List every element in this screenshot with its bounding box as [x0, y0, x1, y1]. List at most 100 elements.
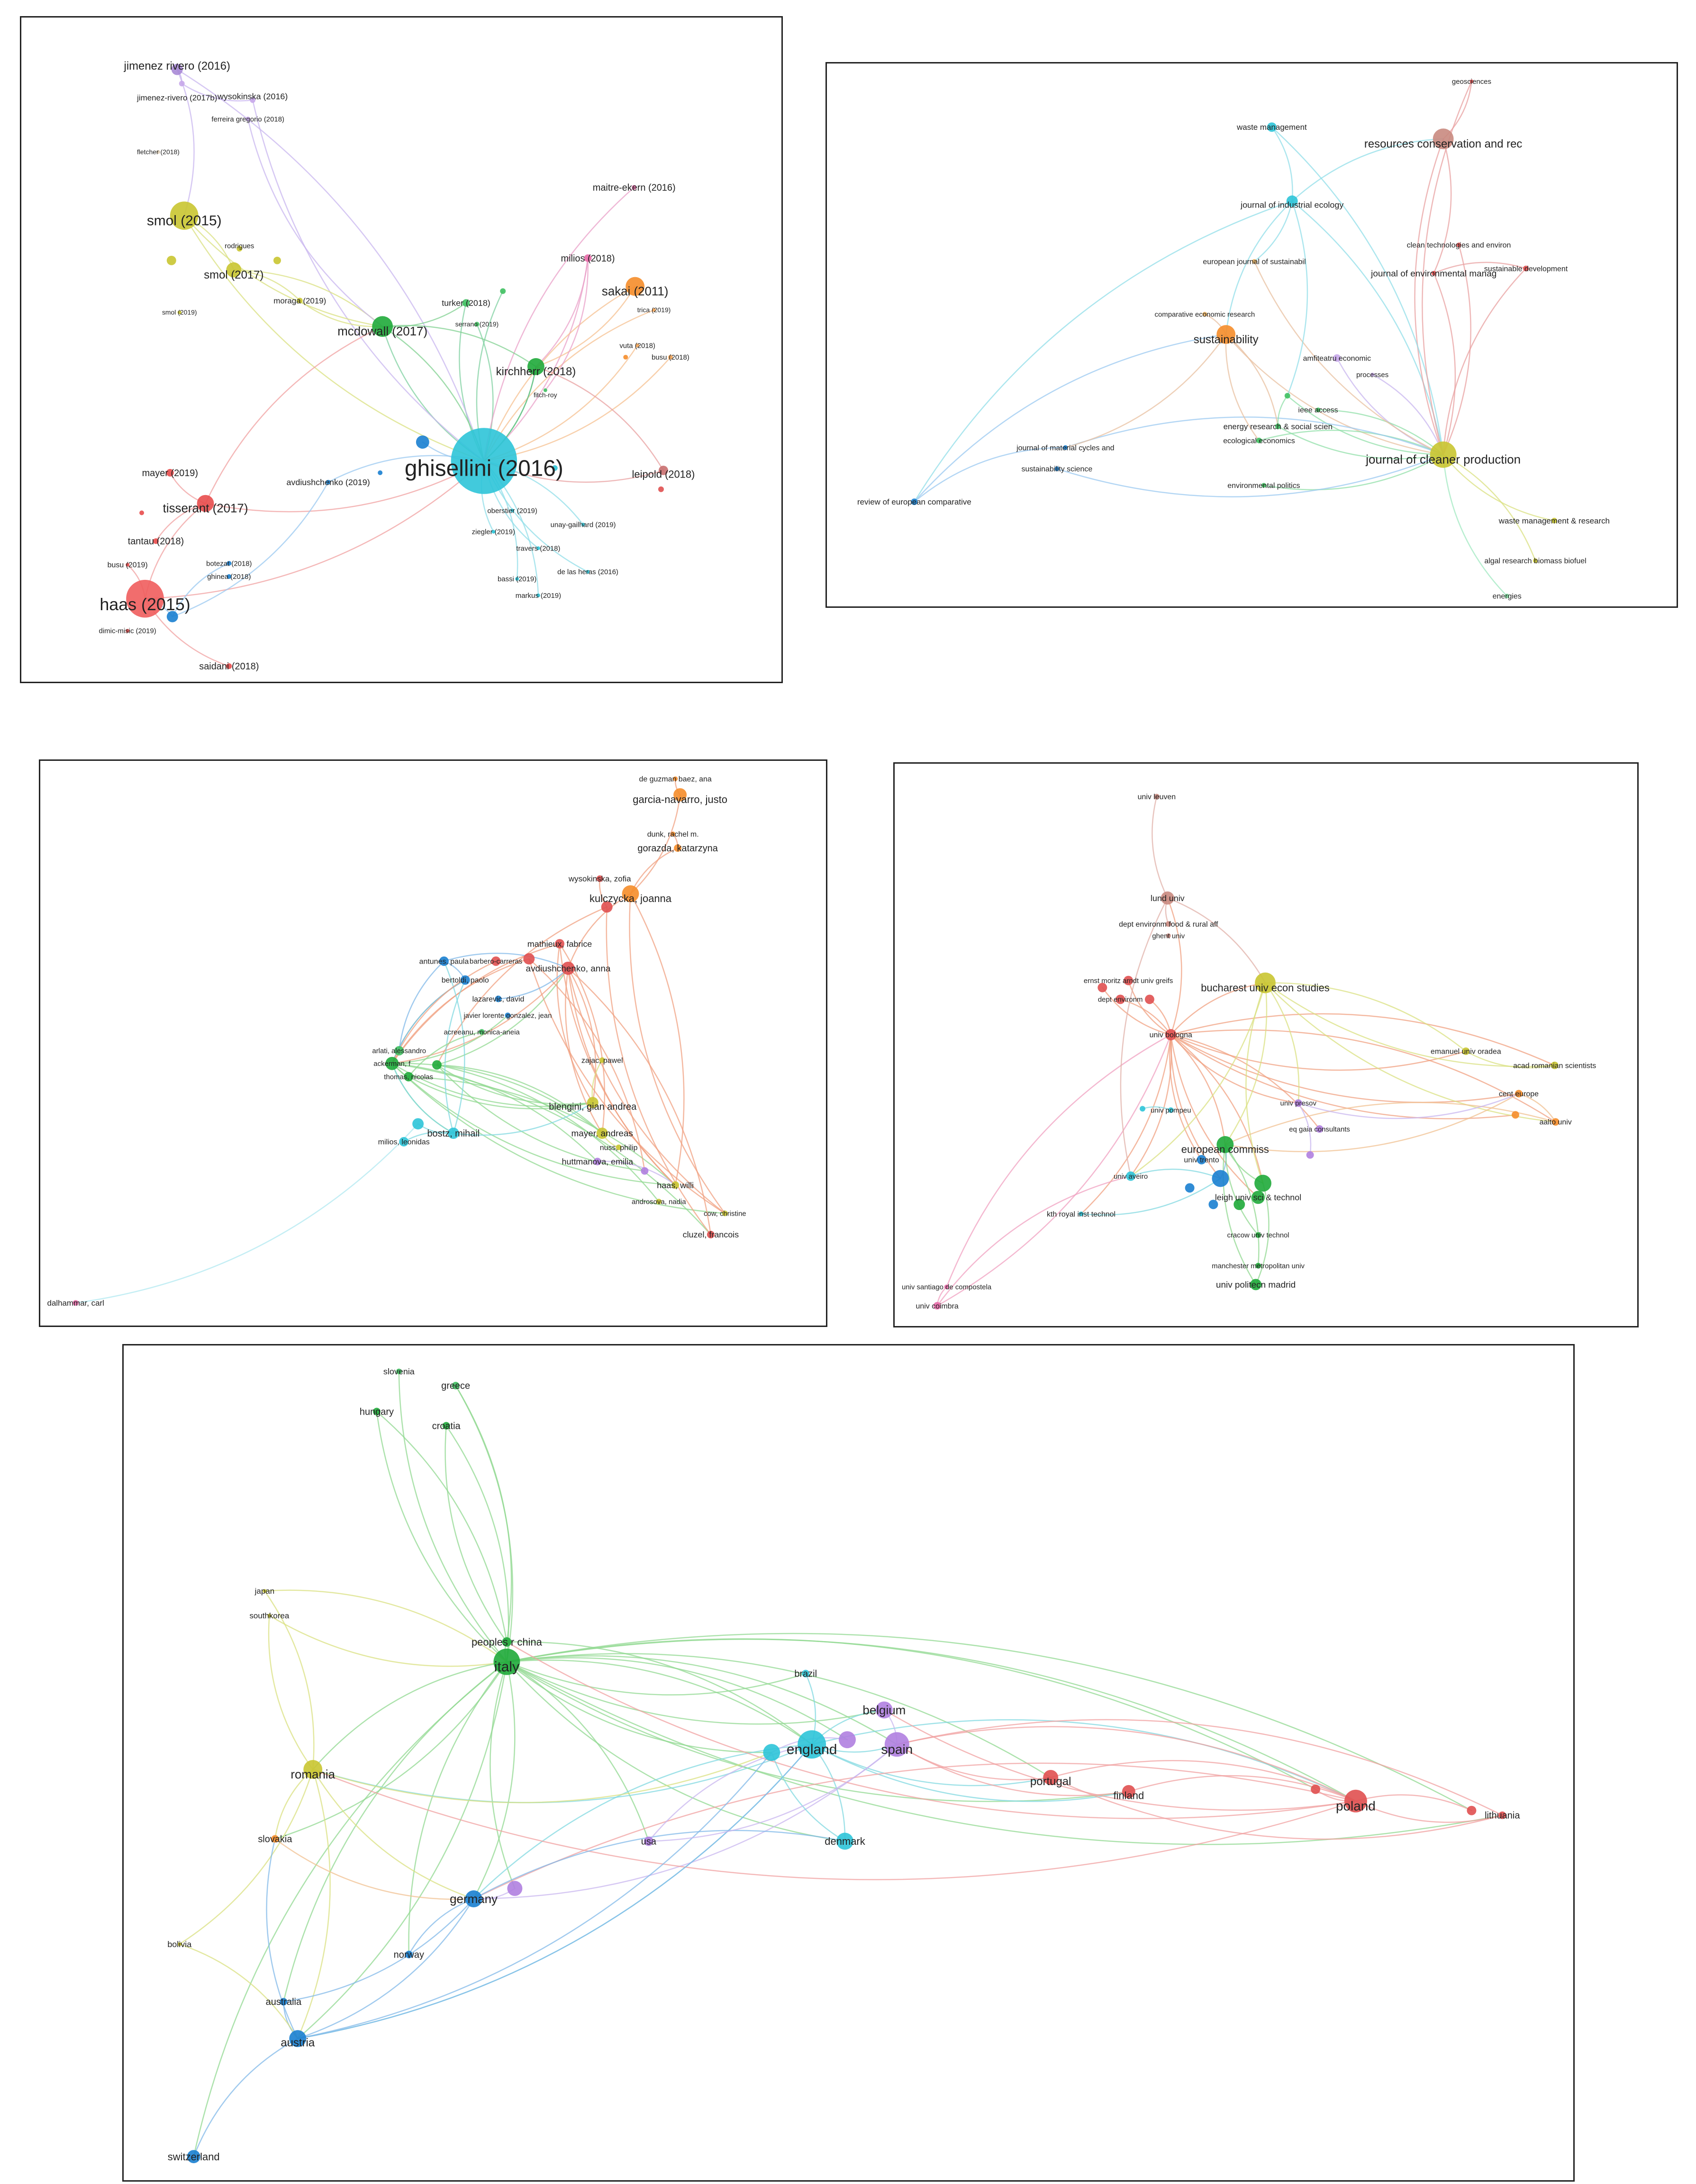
node-label: tisserant (2017) — [163, 502, 248, 515]
network-link — [183, 215, 485, 462]
network-link — [914, 200, 1293, 503]
node-label: milios (2018) — [561, 253, 615, 264]
node-jimenez-rivero-2016 — [171, 63, 183, 75]
node-lund-univ — [1161, 891, 1174, 905]
node-label: austria — [281, 2036, 315, 2049]
node-label: germany — [450, 1893, 498, 1906]
node-wysokinska-2016 — [250, 97, 256, 103]
node-resources-conservation-and-rec — [1433, 128, 1454, 150]
network-link — [1264, 982, 1300, 1104]
node-label: haas, willi — [657, 1181, 694, 1190]
node-journal-of-cleaner-production — [1430, 441, 1457, 468]
network-link — [896, 1743, 1052, 1780]
network-link — [1065, 416, 1444, 455]
network-link — [506, 1661, 772, 1753]
network-link — [391, 1063, 598, 1162]
node-label: greece — [441, 1381, 470, 1391]
network-link — [1225, 200, 1293, 335]
network-link — [436, 906, 608, 1066]
node-dunk-rachel-m — [671, 831, 676, 837]
network-link — [1080, 1178, 1221, 1216]
network-link — [567, 967, 712, 1236]
node-label: ernst moritz arndt univ greifs — [1084, 977, 1173, 985]
network-link — [264, 1589, 508, 1662]
network-link — [1170, 1034, 1467, 1071]
network-node — [412, 1118, 424, 1130]
node-haas-2015 — [126, 579, 164, 618]
node-peoples-r-china — [502, 1637, 512, 1647]
node-univ-presov — [1294, 1099, 1302, 1107]
node-label: mayer, andreas — [571, 1129, 633, 1139]
network-link — [1518, 1093, 1556, 1123]
node-antunes-paula — [439, 956, 449, 966]
node-sakai-2011 — [626, 277, 645, 296]
node-lithuania — [1498, 1811, 1506, 1819]
node-label: de las heras (2016) — [557, 568, 618, 576]
network-link — [181, 83, 254, 102]
node-label: poland — [1336, 1798, 1376, 1813]
node-leigh-univ-sci-technol — [1252, 1191, 1265, 1204]
network-link — [1433, 272, 1456, 455]
node-label: dept environm — [1098, 996, 1143, 1004]
node-label: univ leuven — [1138, 793, 1176, 801]
node-label: algal research biomass biofuel — [1484, 557, 1586, 565]
network-link — [1224, 1144, 1260, 1266]
network-link — [408, 1076, 594, 1110]
network-link — [193, 2038, 299, 2157]
node-univ-politecn-madrid — [1250, 1279, 1262, 1291]
node-label: blengini, gian andrea — [549, 1101, 637, 1112]
node-label: javier lorente gonzalez, jean — [463, 1012, 552, 1020]
node-clean-technologies-and-environ — [1456, 243, 1461, 247]
node-label: unay-gailhard (2019) — [551, 521, 616, 529]
network-link — [1264, 982, 1556, 1123]
network-node — [432, 1060, 442, 1070]
node-label: zajac, pawel — [581, 1056, 623, 1065]
network-link — [299, 300, 383, 327]
node-label: bucharest univ econ studies — [1201, 982, 1330, 993]
network-link — [914, 334, 1227, 503]
node-ghent-univ — [1166, 933, 1171, 939]
network-link — [483, 309, 655, 462]
node-label: leigh univ sci & technol — [1215, 1193, 1301, 1202]
node-label: mathieux, fabrice — [527, 939, 592, 948]
network-link — [936, 1034, 1172, 1307]
node-label: romania — [290, 1768, 335, 1781]
node-milios-2018 — [584, 254, 592, 262]
node-label: belgium — [862, 1704, 906, 1717]
node-label: acad romanian scientists — [1513, 1062, 1596, 1070]
network-link — [205, 325, 383, 504]
network-node — [601, 901, 613, 913]
network-link — [811, 1743, 1130, 1802]
node-univ-coimbra — [933, 1302, 941, 1310]
edges-layer — [936, 796, 1556, 1307]
node-univ-pompeu — [1168, 1107, 1174, 1113]
network-link — [946, 1034, 1172, 1288]
node-label: univ presov — [1280, 1100, 1317, 1108]
node-poland — [1344, 1789, 1367, 1813]
network-link — [1371, 374, 1444, 455]
node-barbero-carreras — [491, 956, 501, 966]
node-label: botezat (2018) — [206, 560, 252, 568]
network-link — [528, 958, 645, 1172]
network-link — [391, 1063, 726, 1214]
network-link — [443, 952, 569, 969]
node-label: kth royal inst technol — [1047, 1210, 1116, 1218]
network-link — [1355, 1794, 1472, 1811]
node-huttmanova-emilia — [593, 1157, 601, 1165]
node-ackerman-f — [385, 1056, 399, 1070]
network-node — [1097, 983, 1107, 993]
node-denmark — [836, 1832, 853, 1850]
node-label: travers (2018) — [516, 544, 560, 552]
node-austria — [289, 2030, 307, 2047]
node-germany — [465, 1890, 482, 1907]
network-link — [444, 1425, 508, 1643]
network-link — [297, 1751, 772, 2040]
network-link — [567, 967, 597, 1103]
network-link — [144, 460, 485, 599]
network-node — [1306, 1151, 1314, 1159]
node-european-journal-of-sustainabil — [1252, 259, 1257, 264]
node-label: dalhammar, carl — [47, 1299, 104, 1308]
network-link — [1127, 980, 1172, 1036]
node-slovenia — [396, 1368, 402, 1374]
node-journal-of-material-cycles-and — [1063, 445, 1068, 450]
